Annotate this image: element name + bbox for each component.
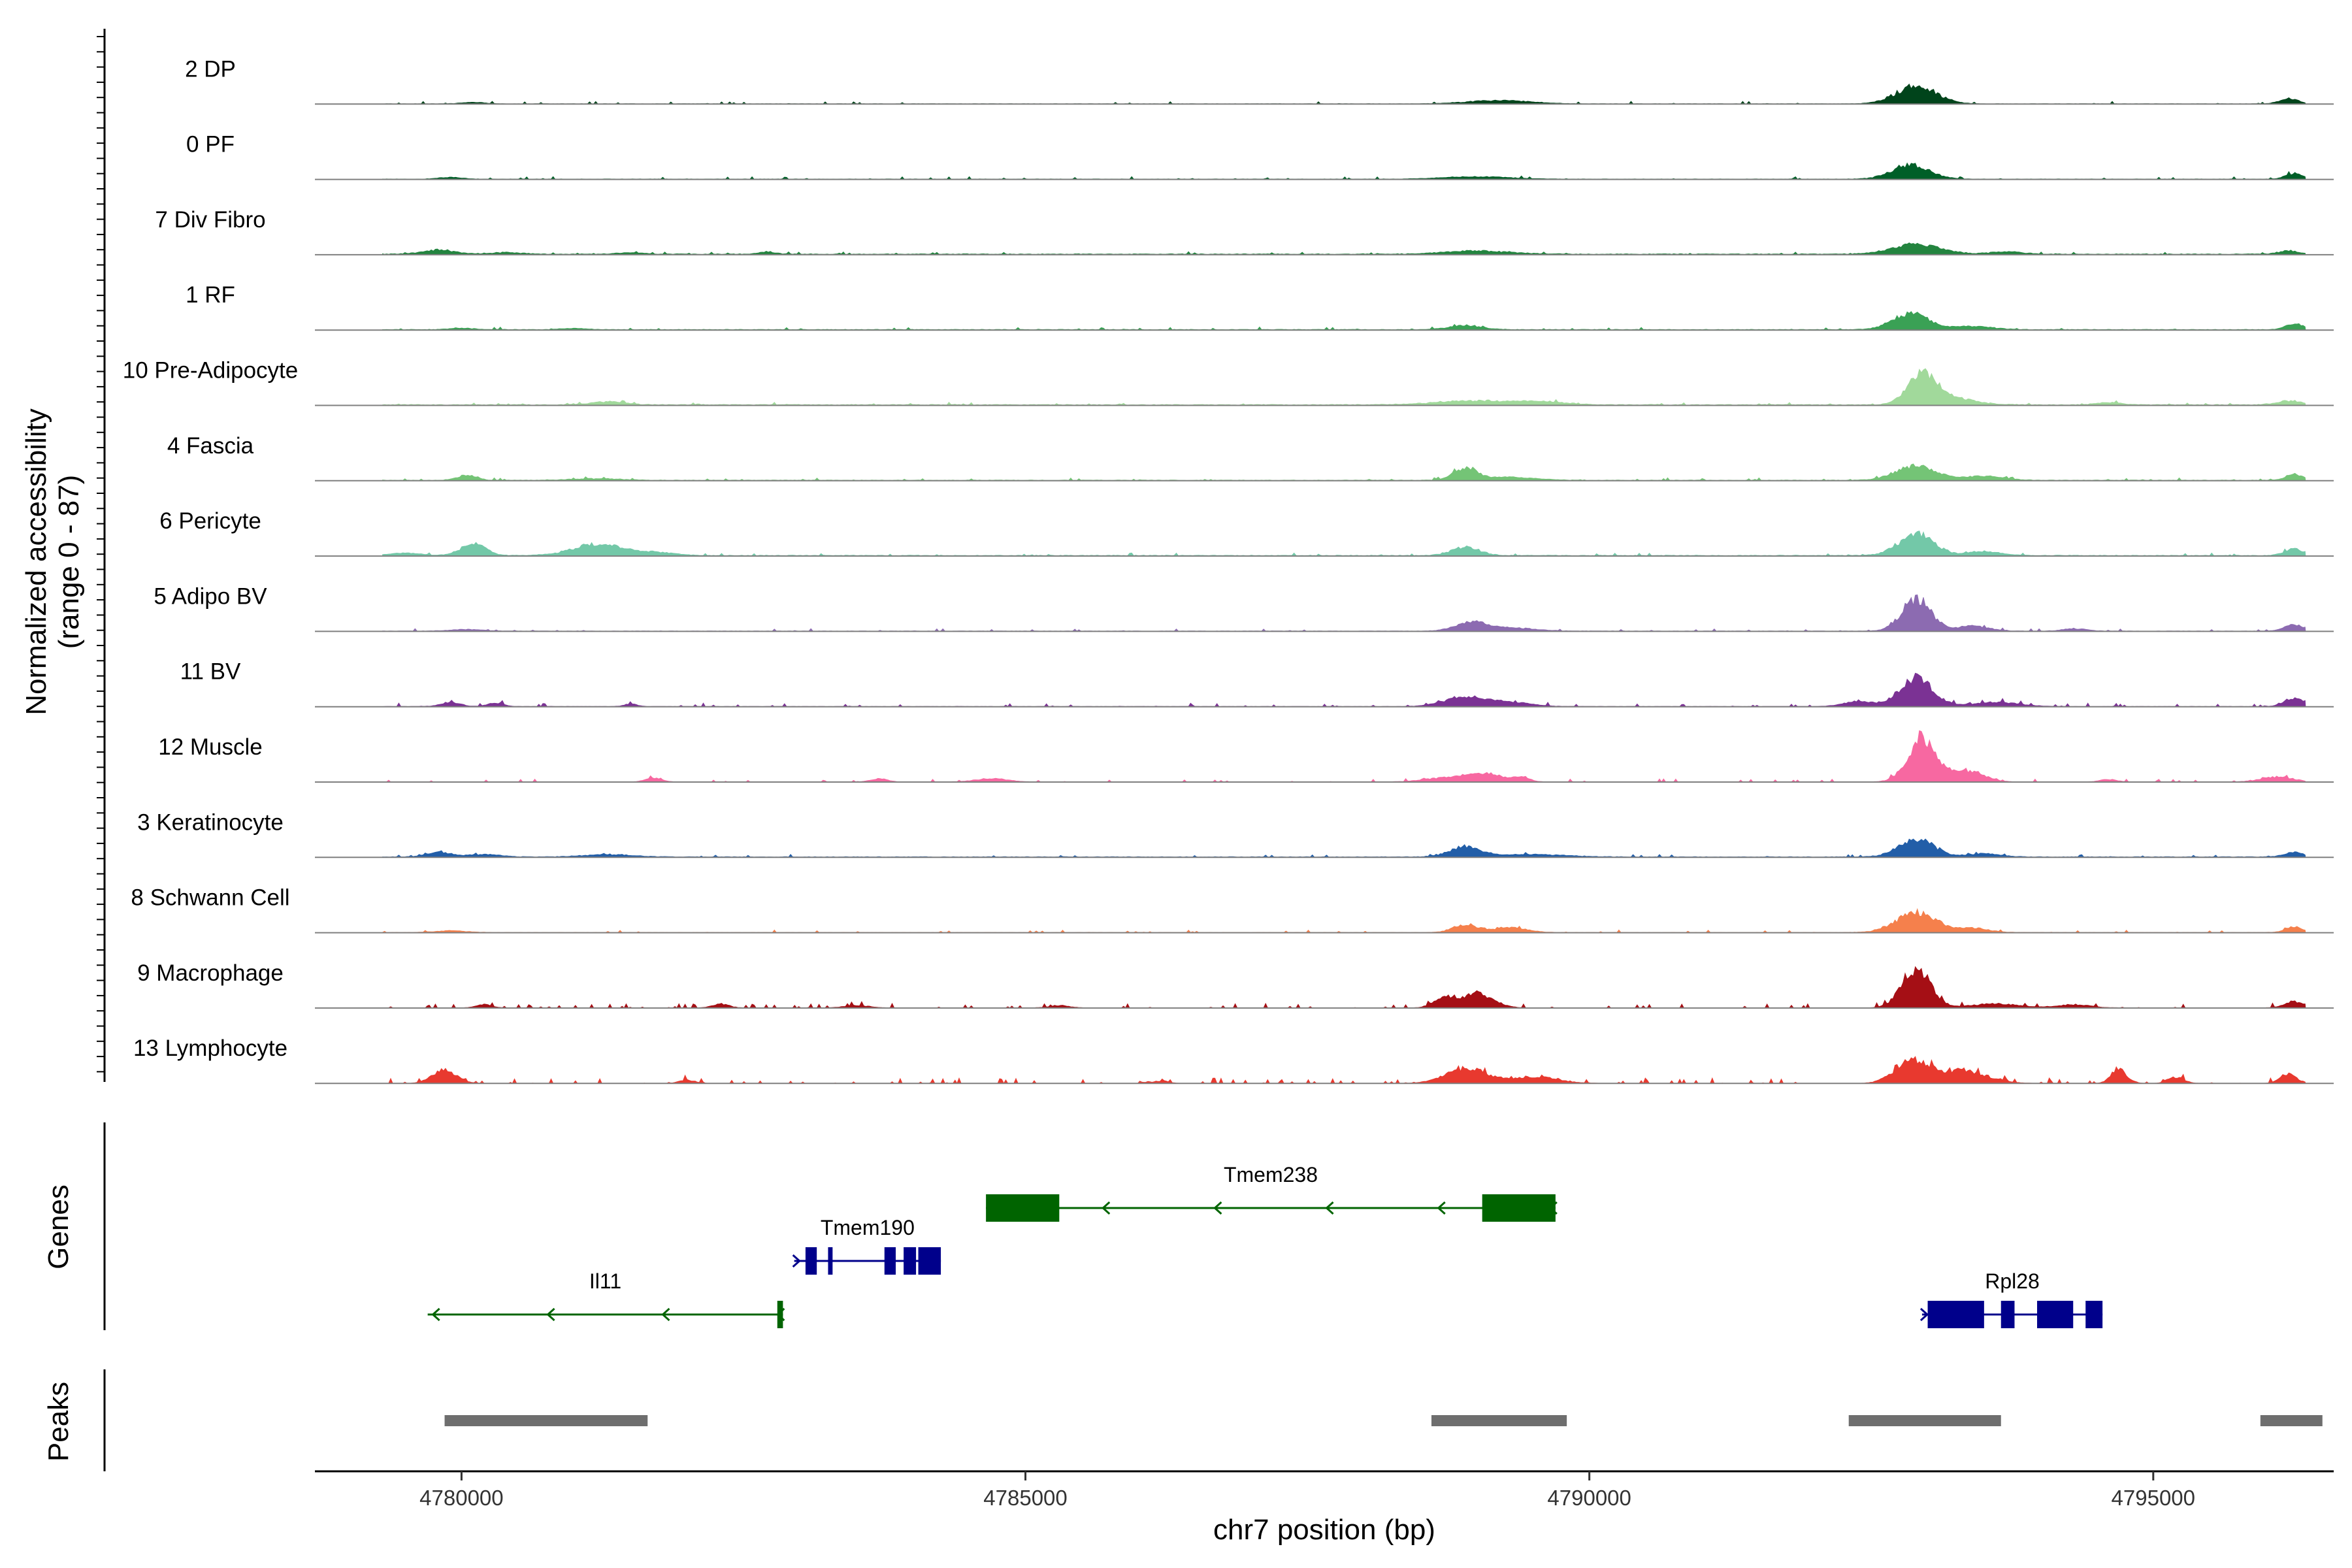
gene-exon — [828, 1247, 833, 1275]
track-label: 5 Adipo BV — [154, 583, 267, 609]
track-9-macrophage: 9 Macrophage — [137, 960, 2334, 1009]
coverage-tracks: 2 DP 0 PF 7 Div Fibro 1 RF 10 Pre-Adipocyte 4… — [123, 56, 2334, 1085]
track-4-fascia: 4 Fascia — [167, 433, 2334, 482]
gene-exon — [2036, 1301, 2074, 1328]
strand-arrow — [1919, 1307, 1929, 1322]
x-tick-label: 4790000 — [1547, 1486, 1631, 1510]
peak-bar — [1848, 1415, 2001, 1426]
track-label: 6 Pericyte — [159, 508, 261, 534]
track-3-keratinocyte: 3 Keratinocyte — [137, 809, 2334, 858]
gene-exon — [805, 1247, 817, 1275]
track-0-pf: 0 PF — [186, 132, 2334, 180]
track-7-div-fibro: 7 Div Fibro — [155, 207, 2334, 255]
gene-tmem190: Tmem190 — [792, 1216, 941, 1275]
peak-bar — [2260, 1415, 2323, 1426]
x-tick-label: 4795000 — [2112, 1486, 2195, 1510]
gene-exon — [777, 1301, 783, 1328]
track-12-muscle: 12 Muscle — [158, 730, 2334, 783]
track-1-rf: 1 RF — [186, 282, 2334, 331]
coverage-area — [382, 162, 2306, 180]
gene-models: Il11 Tmem190 Tmem238 Rpl28 — [427, 1163, 2103, 1328]
coverage-area — [382, 730, 2306, 783]
track-8-schwann-cell: 8 Schwann Cell — [131, 885, 2334, 934]
coverage-area — [382, 83, 2306, 105]
gene-exon — [1927, 1301, 1984, 1328]
gene-exon — [2001, 1301, 2015, 1328]
y-axis-title: Normalized accessibility (range 0 - 87) — [20, 408, 85, 715]
coverage-area — [382, 1056, 2306, 1085]
track-label: 9 Macrophage — [137, 960, 284, 986]
track-label: 13 Lymphocyte — [133, 1036, 287, 1061]
gene-exon — [904, 1247, 917, 1275]
strand-arrow — [1102, 1201, 1111, 1215]
track-label: 8 Schwann Cell — [131, 885, 289, 911]
strand-arrow — [546, 1307, 555, 1322]
gene-label: Tmem238 — [1224, 1163, 1318, 1186]
strand-arrow — [792, 1254, 801, 1268]
strand-arrow — [1437, 1201, 1446, 1215]
track-6-pericyte: 6 Pericyte — [159, 508, 2334, 557]
strand-arrow — [1325, 1201, 1334, 1215]
gene-tmem238: Tmem238 — [986, 1163, 1558, 1222]
gene-label: Rpl28 — [1985, 1269, 2040, 1293]
coverage-area — [382, 966, 2306, 1009]
coverage-area — [382, 838, 2306, 858]
strand-arrow — [431, 1307, 440, 1322]
track-5-adipo-bv: 5 Adipo BV — [154, 583, 2334, 632]
track-label: 3 Keratinocyte — [137, 809, 284, 835]
gene-label: Tmem190 — [821, 1216, 915, 1239]
track-label: 2 DP — [185, 56, 236, 82]
gene-exon — [884, 1247, 896, 1275]
coverage-area — [382, 907, 2306, 934]
track-label: 7 Div Fibro — [155, 207, 265, 233]
coverage-area — [382, 672, 2306, 708]
x-axis-title: chr7 position (bp) — [1213, 1514, 1435, 1546]
coverage-area — [382, 368, 2306, 406]
gene-il11: Il11 — [427, 1269, 785, 1328]
track-label: 0 PF — [186, 132, 235, 157]
coverage-area — [382, 311, 2306, 331]
peak-bar — [1431, 1415, 1567, 1426]
track-label: 10 Pre-Adipocyte — [123, 358, 298, 384]
coverage-area — [382, 594, 2306, 632]
strand-arrow — [661, 1307, 670, 1322]
x-axis-ticks: 4780000 4785000 4790000 4795000 — [419, 1471, 2195, 1510]
x-tick-label: 4780000 — [419, 1486, 503, 1510]
coverage-y-ticks — [97, 36, 105, 1073]
peak-regions — [444, 1415, 2323, 1426]
track-2-dp: 2 DP — [185, 56, 2334, 105]
genes-track-label: Genes — [42, 1184, 74, 1269]
track-11-bv: 11 BV — [180, 659, 2334, 708]
gene-exon — [986, 1194, 1060, 1222]
strand-arrow — [1213, 1201, 1222, 1215]
y-axis-title-line1: Normalized accessibility — [20, 408, 52, 715]
track-label: 11 BV — [180, 659, 241, 685]
coverage-area — [382, 463, 2306, 482]
gene-exon — [1482, 1194, 1556, 1222]
gene-label: Il11 — [589, 1269, 621, 1293]
gene-exon — [918, 1247, 941, 1275]
x-tick-label: 4785000 — [983, 1486, 1067, 1510]
track-label: 1 RF — [186, 282, 235, 308]
track-label: 12 Muscle — [158, 734, 263, 760]
coverage-area — [382, 531, 2306, 557]
gene-rpl28: Rpl28 — [1919, 1269, 2103, 1328]
coverage-area — [382, 242, 2306, 255]
track-label: 4 Fascia — [167, 433, 254, 459]
peak-bar — [444, 1415, 648, 1426]
peaks-track-label: Peaks — [42, 1382, 74, 1462]
y-axis-title-line2: (range 0 - 87) — [53, 475, 85, 649]
gene-exon — [2085, 1301, 2103, 1328]
track-13-lymphocyte: 13 Lymphocyte — [133, 1036, 2334, 1085]
track-10-pre-adipocyte: 10 Pre-Adipocyte — [123, 358, 2334, 406]
